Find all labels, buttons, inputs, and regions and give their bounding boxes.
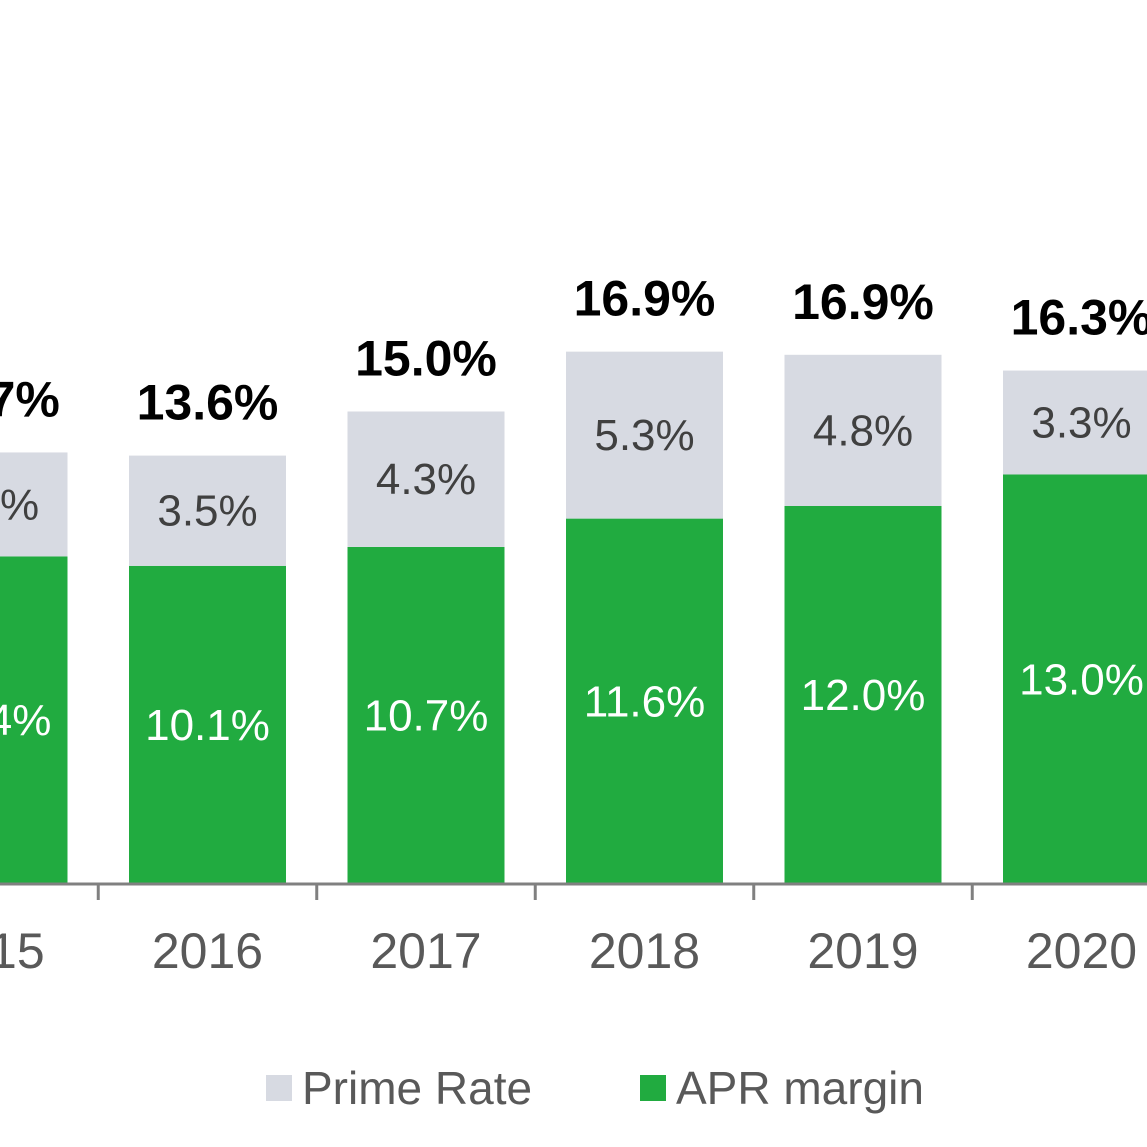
x-tick-label-2018: 2018 bbox=[589, 923, 700, 979]
bar-segment-apr-margin-2018 bbox=[566, 518, 723, 884]
segment-label-apr-margin-2018: 11.6% bbox=[584, 677, 706, 726]
x-tick-label-2015: 2015 bbox=[0, 923, 45, 979]
total-label-2018: 16.9% bbox=[574, 271, 716, 327]
segment-label-prime-rate-2016: 3.5% bbox=[157, 487, 257, 536]
total-label-2020: 16.3% bbox=[1011, 290, 1147, 346]
segment-label-apr-margin-2016: 10.1% bbox=[145, 701, 270, 750]
x-tick-label-2019: 2019 bbox=[807, 923, 918, 979]
bar-segment-prime-rate-2020 bbox=[1003, 370, 1147, 475]
bar-segment-apr-margin-2017 bbox=[347, 546, 505, 884]
x-tick-label-2017: 2017 bbox=[370, 923, 481, 979]
segment-label-prime-rate-2015: 3.3% bbox=[0, 480, 39, 529]
bar-segment-apr-margin-2015 bbox=[0, 556, 68, 884]
segment-label-apr-margin-2017: 10.7% bbox=[364, 691, 489, 740]
segment-label-prime-rate-2017: 4.3% bbox=[376, 455, 476, 504]
total-label-2017: 15.0% bbox=[355, 331, 497, 387]
bar-segment-prime-rate-2017 bbox=[347, 411, 505, 547]
segment-label-prime-rate-2020: 3.3% bbox=[1031, 399, 1131, 448]
segment-label-prime-rate-2019: 4.8% bbox=[813, 406, 913, 455]
bar-segment-prime-rate-2015 bbox=[0, 452, 68, 557]
total-label-2016: 13.6% bbox=[137, 375, 279, 431]
legend-swatch-prime-rate bbox=[266, 1075, 292, 1101]
x-axis bbox=[0, 882, 1147, 900]
bar-segment-prime-rate-2016 bbox=[129, 455, 286, 566]
total-label-2019: 16.9% bbox=[792, 274, 934, 330]
segment-label-apr-margin-2020: 13.0% bbox=[1019, 655, 1144, 704]
segment-label-apr-margin-2015: 10.4% bbox=[0, 696, 51, 745]
segment-label-prime-rate-2018: 5.3% bbox=[594, 411, 694, 460]
segment-label-apr-margin-2019: 12.0% bbox=[801, 671, 926, 720]
x-tick-label-2020: 2020 bbox=[1026, 923, 1137, 979]
legend-swatch-apr-margin bbox=[640, 1075, 666, 1101]
segment-labels-layer: 10.4% 3.3% 10.1% 3.5% 10.7% 4.3% 11.6% 5.3% 12.0… bbox=[0, 399, 1144, 750]
legend-label-prime-rate: Prime Rate bbox=[302, 1062, 532, 1114]
bar-segment-apr-margin-2016 bbox=[129, 565, 286, 884]
x-tick-label-2016: 2016 bbox=[152, 923, 263, 979]
bar-segment-prime-rate-2018 bbox=[566, 351, 723, 519]
bar-segment-prime-rate-2019 bbox=[784, 354, 942, 506]
total-labels-layer: 13.7% 13.6% 15.0% 16.9% 16.9% 16.3% bbox=[0, 271, 1147, 431]
legend-label-apr-margin: APR margin bbox=[676, 1062, 924, 1114]
legend: Prime Rate APR margin bbox=[266, 1062, 924, 1114]
bar-segment-apr-margin-2020 bbox=[1003, 474, 1147, 884]
bars-layer bbox=[0, 351, 1147, 884]
bar-segment-apr-margin-2019 bbox=[784, 506, 942, 884]
total-label-2015: 13.7% bbox=[0, 371, 60, 427]
x-tick-labels: 2015 2016 2017 2018 2019 2020 bbox=[0, 923, 1137, 979]
